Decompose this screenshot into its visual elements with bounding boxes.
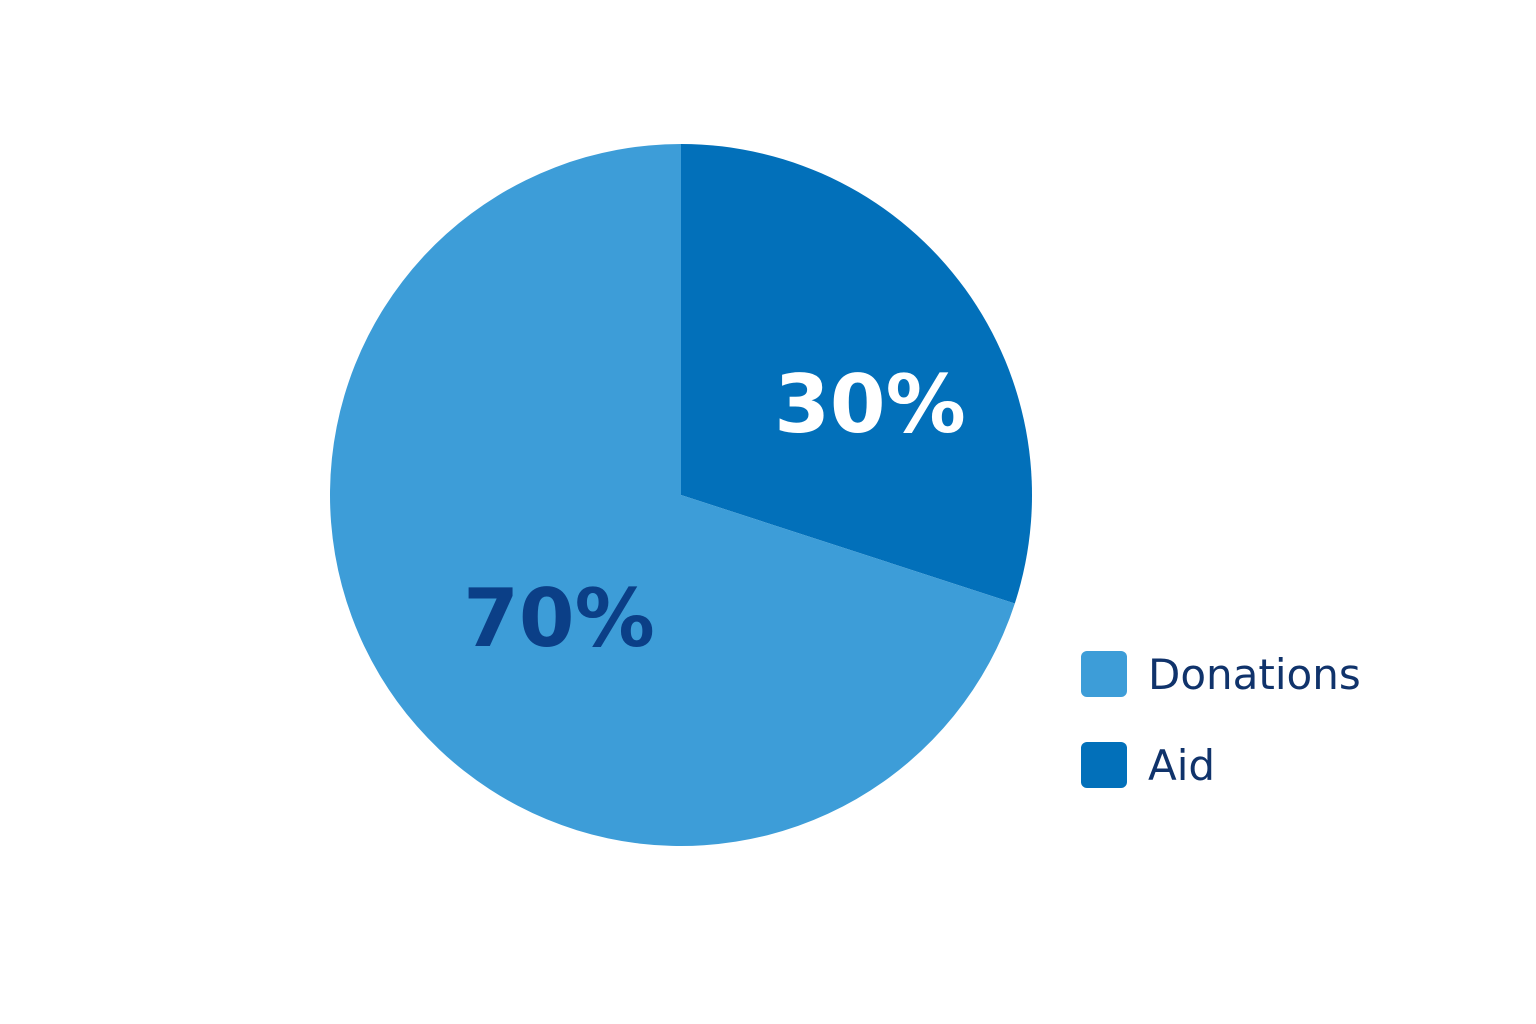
pie-slice-aid	[681, 144, 1032, 604]
legend-swatch-aid	[1081, 742, 1127, 788]
legend-item-aid: Aid	[1081, 741, 1215, 790]
slice-label-donations: 70%	[463, 572, 654, 665]
legend-item-donations: Donations	[1081, 650, 1361, 699]
legend-label-donations: Donations	[1148, 650, 1361, 699]
pie-slice-labels: 30% 70%	[463, 358, 965, 665]
legend-swatch-donations	[1081, 651, 1127, 697]
pie-slices	[330, 144, 1032, 846]
pie-slice-donations	[330, 144, 1015, 846]
slice-label-aid: 30%	[774, 358, 965, 451]
legend: Donations Aid	[1081, 650, 1361, 790]
legend-label-aid: Aid	[1148, 741, 1215, 790]
